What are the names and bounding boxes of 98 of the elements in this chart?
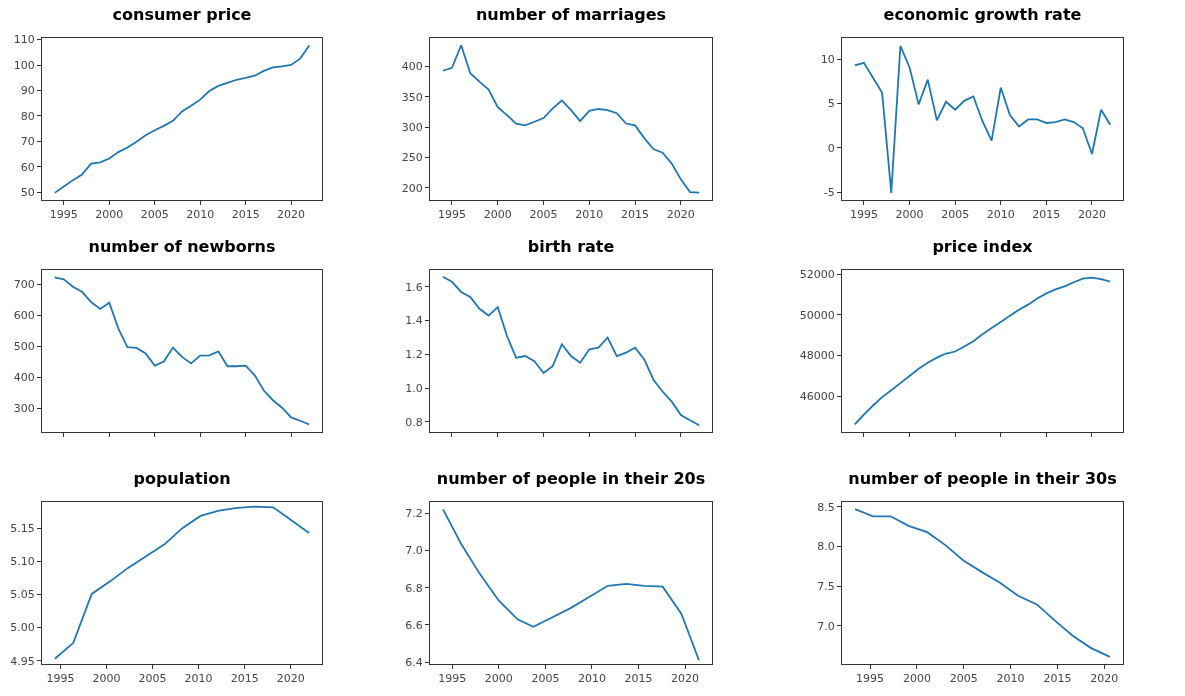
y-tick-label: 60	[20, 160, 35, 174]
x-tick-label: 1995	[438, 672, 467, 686]
x-tick-label: 2010	[184, 672, 213, 686]
y-tick-label: 90	[20, 84, 35, 98]
x-tick-label: 2000	[895, 208, 924, 222]
x-tick-label: 2005	[531, 672, 560, 686]
x-tick-label: 1995	[856, 672, 885, 686]
y-tick-label: 5.00	[10, 621, 35, 635]
line-series	[854, 508, 1111, 658]
y-tick-label: 46000	[799, 390, 835, 404]
chart-title: population	[133, 469, 231, 489]
y-tick-label: 6.6	[405, 618, 423, 632]
x-tick-label: 2020	[671, 672, 700, 686]
x-tick-label: 2020	[1090, 672, 1119, 686]
y-tick-label: 400	[13, 371, 35, 385]
y-tick-label: 7.2	[405, 507, 423, 521]
y-tick-label: 1.4	[405, 314, 423, 328]
x-tick-label: 2015	[231, 208, 260, 222]
x-tick-label: 2010	[186, 208, 215, 222]
y-tick-label: 1.6	[405, 280, 423, 294]
chart-title: number of newborns	[88, 237, 276, 257]
y-tick-label: 5.05	[10, 588, 35, 602]
x-tick-label: 2010	[986, 208, 1015, 222]
y-tick-label: 0	[827, 141, 835, 155]
y-tick-label: 200	[401, 181, 423, 195]
x-tick-label: 2005	[140, 208, 169, 222]
x-tick-label: 2005	[529, 208, 558, 222]
y-tick-label: 700	[13, 277, 35, 291]
chart-title: birth rate	[527, 237, 615, 257]
y-tick-label: 7.0	[817, 619, 835, 633]
chart-title: economic growth rate	[883, 5, 1082, 25]
line-series	[442, 508, 700, 662]
line-series	[441, 44, 701, 194]
x-tick-label: 2010	[996, 672, 1025, 686]
x-tick-label: 2020	[666, 208, 695, 222]
chart-title: number of people in their 20s	[436, 469, 706, 489]
x-tick-label: 2015	[1032, 208, 1061, 222]
x-tick-label: 2005	[138, 672, 167, 686]
chart-title: price index	[932, 237, 1034, 257]
x-tick-label: 2010	[577, 672, 606, 686]
y-tick-label: 350	[401, 90, 423, 104]
x-tick-label: 2000	[902, 672, 931, 686]
x-tick-label: 2000	[92, 672, 121, 686]
line-series	[53, 276, 311, 426]
x-tick-label: 2005	[941, 208, 970, 222]
x-tick-label: 2000	[484, 672, 513, 686]
y-tick-label: 300	[401, 121, 423, 135]
y-tick-label: -5	[823, 185, 835, 199]
x-tick-label: 2000	[95, 208, 124, 222]
x-tick-label: 1995	[849, 208, 878, 222]
line-series	[441, 275, 701, 427]
y-tick-label: 0.8	[405, 415, 423, 429]
y-tick-label: 5.15	[10, 522, 35, 536]
y-tick-label: 6.8	[405, 581, 423, 595]
y-tick-label: 80	[20, 109, 35, 123]
x-tick-label: 2020	[276, 672, 305, 686]
x-tick-label: 2005	[949, 672, 978, 686]
y-tick-label: 50000	[799, 308, 835, 322]
chart-title: consumer price	[112, 5, 252, 25]
y-tick-label: 8.5	[817, 500, 835, 514]
x-tick-label: 2020	[1077, 208, 1106, 222]
y-tick-label: 4.95	[10, 654, 35, 668]
chart-title: number of marriages	[475, 5, 667, 25]
y-tick-label: 5.10	[10, 555, 35, 569]
y-tick-label: 5	[827, 97, 835, 111]
y-tick-label: 52000	[799, 267, 835, 281]
line-series	[53, 505, 311, 660]
x-tick-label: 2015	[621, 208, 650, 222]
y-tick-label: 250	[401, 151, 423, 165]
y-tick-label: 10	[820, 53, 835, 67]
x-tick-label: 2000	[483, 208, 512, 222]
y-tick-label: 7.5	[817, 580, 835, 594]
line-series	[853, 276, 1112, 426]
y-tick-label: 50	[20, 186, 35, 200]
x-tick-label: 2020	[277, 208, 306, 222]
x-tick-label: 1995	[46, 672, 75, 686]
y-tick-label: 600	[13, 309, 35, 323]
y-tick-label: 7.0	[405, 544, 423, 558]
y-tick-label: 48000	[799, 349, 835, 363]
y-tick-label: 70	[20, 135, 35, 149]
y-tick-label: 500	[13, 340, 35, 354]
x-tick-label: 2015	[1043, 672, 1072, 686]
y-tick-label: 6.4	[405, 655, 423, 669]
y-tick-label: 100	[13, 58, 35, 72]
chart-title: number of people in their 30s	[848, 469, 1117, 489]
x-tick-label: 2015	[624, 672, 653, 686]
x-tick-label: 2015	[230, 672, 259, 686]
y-tick-label: 8.0	[817, 540, 835, 554]
y-tick-label: 1.2	[405, 348, 423, 362]
y-tick-label: 300	[13, 402, 35, 416]
line-series	[853, 45, 1112, 194]
x-tick-label: 1995	[49, 208, 78, 222]
y-tick-label: 400	[401, 60, 423, 74]
y-tick-label: 110	[13, 33, 35, 47]
x-tick-label: 2010	[575, 208, 604, 222]
x-tick-label: 1995	[437, 208, 466, 222]
line-series	[53, 44, 311, 194]
y-tick-label: 1.0	[405, 381, 423, 395]
